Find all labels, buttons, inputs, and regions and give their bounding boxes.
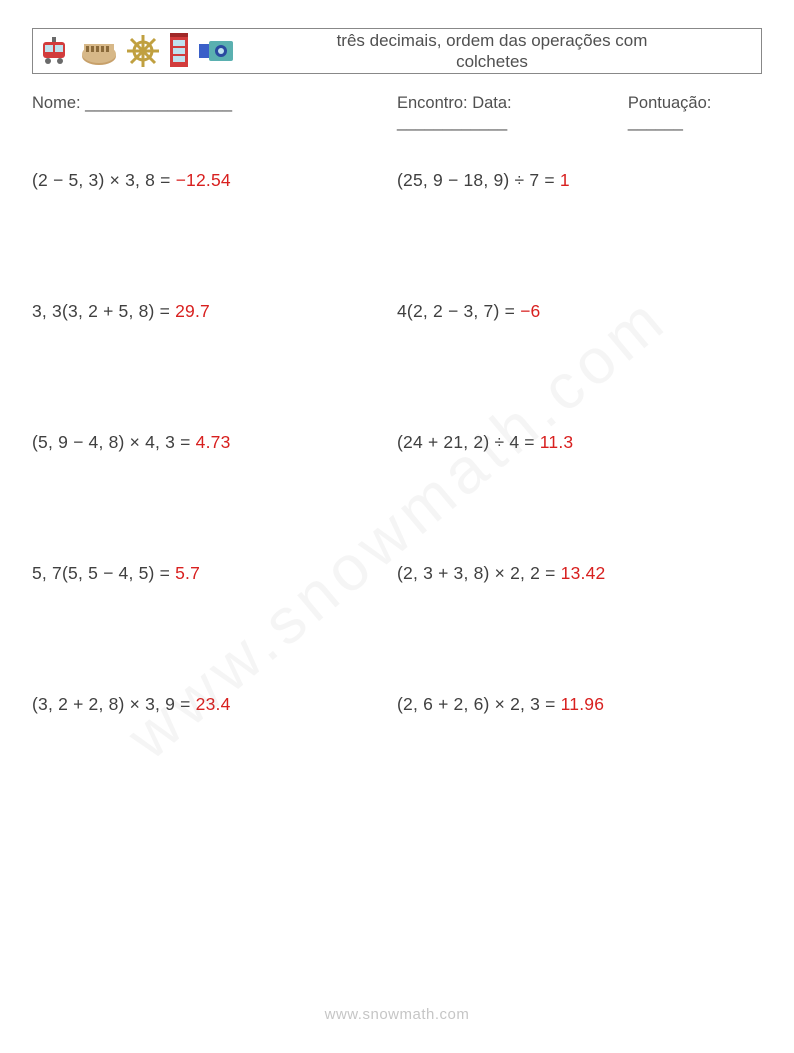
problem-answer: 5.7 — [175, 563, 200, 583]
name-field-label: Nome: ________________ — [32, 94, 397, 132]
colosseum-icon — [79, 34, 119, 68]
date-field-label: Encontro: Data: ____________ — [397, 94, 612, 132]
problem-answer: 11.3 — [540, 432, 574, 452]
problem-item: (2, 6 + 2, 6) × 2, 3 = 11.96 — [397, 694, 762, 715]
tram-icon — [39, 34, 73, 68]
title-wrap: três decimais, ordem das operações com c… — [237, 29, 761, 73]
problem-item: (3, 2 + 2, 8) × 3, 9 = 23.4 — [32, 694, 397, 715]
phone-box-icon — [167, 32, 191, 70]
problem-answer: −6 — [520, 301, 540, 321]
problem-item: (2, 3 + 3, 8) × 2, 2 = 13.42 — [397, 563, 762, 584]
camera-icon — [197, 36, 237, 66]
worksheet-page: três decimais, ordem das operações com c… — [0, 0, 794, 825]
footer-url: www.snowmath.com — [0, 1006, 794, 1023]
info-row: Nome: ________________ Encontro: Data: _… — [32, 94, 762, 132]
problem-expression: (2, 6 + 2, 6) × 2, 3 = — [397, 694, 561, 714]
ship-wheel-icon — [125, 33, 161, 69]
problems-grid: (2 − 5, 3) × 3, 8 = −12.54 (25, 9 − 18, … — [32, 170, 762, 825]
header-icons — [33, 29, 237, 73]
problem-answer: 13.42 — [561, 563, 606, 583]
problem-expression: 4(2, 2 − 3, 7) = — [397, 301, 520, 321]
problem-item: 4(2, 2 − 3, 7) = −6 — [397, 301, 762, 322]
problem-item: (5, 9 − 4, 8) × 4, 3 = 4.73 — [32, 432, 397, 453]
problem-expression: (5, 9 − 4, 8) × 4, 3 = — [32, 432, 196, 452]
problem-item: (2 − 5, 3) × 3, 8 = −12.54 — [32, 170, 397, 191]
problem-answer: 23.4 — [196, 694, 231, 714]
problem-expression: (24 + 21, 2) ÷ 4 = — [397, 432, 540, 452]
problem-expression: (2, 3 + 3, 8) × 2, 2 = — [397, 563, 561, 583]
score-field-label: Pontuação: ______ — [628, 94, 762, 132]
problem-item: (24 + 21, 2) ÷ 4 = 11.3 — [397, 432, 762, 453]
problem-answer: 29.7 — [175, 301, 210, 321]
problem-item: 5, 7(5, 5 − 4, 5) = 5.7 — [32, 563, 397, 584]
problem-expression: 3, 3(3, 2 + 5, 8) = — [32, 301, 175, 321]
problem-expression: 5, 7(5, 5 − 4, 5) = — [32, 563, 175, 583]
header-box: três decimais, ordem das operações com c… — [32, 28, 762, 74]
problem-expression: (25, 9 − 18, 9) ÷ 7 = — [397, 170, 560, 190]
worksheet-title: três decimais, ordem das operações com c… — [312, 30, 672, 73]
problem-answer: −12.54 — [176, 170, 231, 190]
problem-expression: (2 − 5, 3) × 3, 8 = — [32, 170, 176, 190]
problem-item: (25, 9 − 18, 9) ÷ 7 = 1 — [397, 170, 762, 191]
problem-item: 3, 3(3, 2 + 5, 8) = 29.7 — [32, 301, 397, 322]
problem-answer: 11.96 — [561, 694, 605, 714]
problem-expression: (3, 2 + 2, 8) × 3, 9 = — [32, 694, 196, 714]
problem-answer: 4.73 — [196, 432, 231, 452]
problem-answer: 1 — [560, 170, 570, 190]
